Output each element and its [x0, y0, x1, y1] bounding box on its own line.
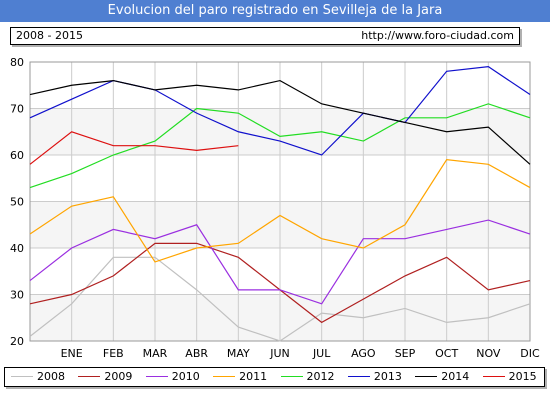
legend-swatch — [415, 376, 438, 377]
series-line-2008 — [29, 256, 531, 342]
x-tick-label: MAR — [143, 347, 168, 360]
legend-swatch — [280, 376, 303, 377]
legend-swatch — [78, 376, 101, 377]
chart-title: Evolucion del paro registrado en Seville… — [0, 0, 550, 22]
x-tick-label: ENE — [61, 347, 83, 360]
legend-item-2010: 2010 — [140, 368, 207, 386]
legend-item-2014: 2014 — [409, 368, 476, 386]
x-tick-label: OCT — [435, 347, 458, 360]
x-tick-label: ABR — [185, 347, 208, 360]
legend-label: 2012 — [306, 370, 335, 383]
legend-label: 2009 — [104, 370, 133, 383]
legend: 2008 2009 2010 2011 2012 2013 2014 2015 — [4, 367, 545, 387]
series-line-2010 — [29, 219, 531, 305]
legend-item-2012: 2012 — [275, 368, 342, 386]
series-line-2011 — [29, 159, 531, 263]
y-tick-label: 20 — [10, 335, 24, 348]
legend-item-2015: 2015 — [477, 368, 544, 386]
x-tick-label: AGO — [351, 347, 376, 360]
y-tick-label: 80 — [10, 56, 24, 69]
y-tick-label: 30 — [10, 289, 24, 302]
subtitle-box: 2008 - 2015 http://www.foro-ciudad.com — [10, 27, 520, 45]
x-tick-label: MAY — [227, 347, 250, 360]
x-tick-label: JUN — [269, 347, 290, 360]
y-tick-label: 60 — [10, 149, 24, 162]
source-url-label: http://www.foro-ciudad.com — [361, 29, 514, 42]
legend-swatch — [11, 376, 33, 377]
series-line-2012 — [29, 103, 531, 189]
series-line-2015 — [29, 131, 239, 165]
x-tick-label: FEB — [103, 347, 124, 360]
legend-label: 2010 — [171, 370, 200, 383]
legend-label: 2015 — [508, 370, 537, 383]
x-tick-label: SEP — [395, 347, 416, 360]
legend-label: 2014 — [441, 370, 470, 383]
legend-label: 2011 — [239, 370, 268, 383]
legend-swatch — [482, 376, 505, 377]
legend-label: 2013 — [373, 370, 402, 383]
date-range-label: 2008 - 2015 — [16, 29, 83, 42]
series-line-2014 — [29, 79, 531, 165]
legend-item-2011: 2011 — [207, 368, 274, 386]
legend-item-2008: 2008 — [5, 368, 72, 386]
x-tick-label: NOV — [476, 347, 501, 360]
legend-swatch — [145, 376, 168, 377]
legend-item-2013: 2013 — [342, 368, 409, 386]
y-tick-label: 50 — [10, 196, 24, 209]
x-tick-label: JUL — [312, 347, 331, 360]
legend-swatch — [213, 376, 236, 377]
legend-swatch — [347, 376, 370, 377]
legend-label: 2008 — [37, 370, 65, 383]
y-tick-label: 70 — [10, 103, 24, 116]
legend-item-2009: 2009 — [72, 368, 139, 386]
x-tick-label: DIC — [520, 347, 540, 360]
y-tick-label: 40 — [10, 242, 24, 255]
